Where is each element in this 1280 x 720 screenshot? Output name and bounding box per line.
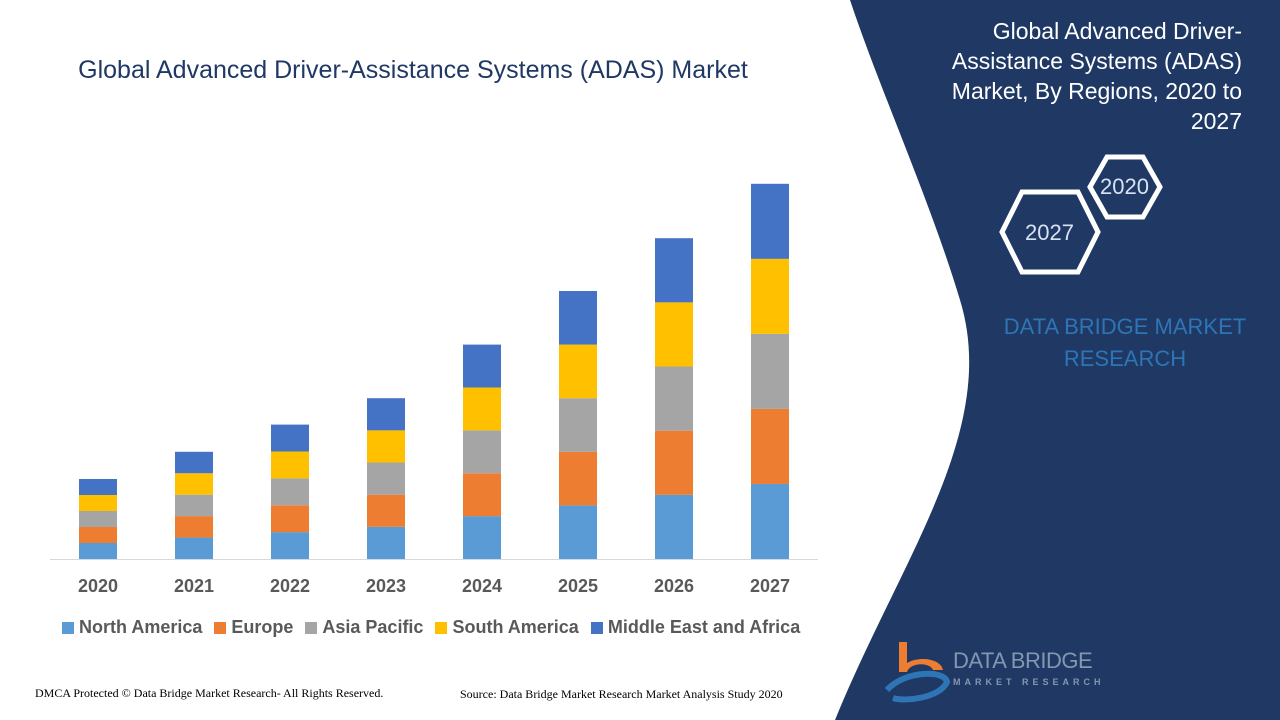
bar-2024-south-america — [463, 387, 501, 431]
legend-item: North America — [62, 617, 202, 638]
legend-label: Europe — [231, 617, 294, 637]
bar-2022-south-america — [271, 451, 309, 479]
legend-item: Asia Pacific — [305, 617, 423, 638]
bar-2020-middle-east-and-africa — [79, 479, 117, 495]
bar-2023-middle-east-and-africa — [367, 398, 405, 431]
logo-sub: MARKET RESEARCH — [953, 677, 1105, 687]
bar-2027-north-america — [751, 483, 789, 559]
bar-2027-asia-pacific — [751, 333, 789, 409]
bar-2024-middle-east-and-africa — [463, 344, 501, 388]
bar-2026-south-america — [655, 302, 693, 367]
bar-2020-asia-pacific — [79, 511, 117, 527]
bar-2027-middle-east-and-africa — [751, 183, 789, 259]
legend-label: Asia Pacific — [322, 617, 424, 637]
bar-2020-europe — [79, 527, 117, 543]
bar-2022-europe — [271, 505, 309, 533]
bar-2024-asia-pacific — [463, 430, 501, 474]
bar-2023-south-america — [367, 430, 405, 463]
legend-swatch — [435, 621, 448, 634]
panel-title: Global Advanced Driver-Assistance System… — [951, 18, 1242, 134]
bar-2024-north-america — [463, 516, 501, 559]
bar-2025-asia-pacific — [559, 398, 597, 452]
stacked-bar-chart: 2020 2021 2022 2023 2024 2025 2026 2027 — [50, 183, 818, 596]
legend-item: Middle East and Africa — [590, 617, 801, 638]
bar-2023-north-america — [367, 526, 405, 559]
copyright-text: DMCA Protected © Data Bridge Market Rese… — [35, 686, 384, 700]
bar-2022-asia-pacific — [271, 478, 309, 506]
data-bridge-logo-icon — [885, 642, 950, 703]
bar-2023-europe — [367, 494, 405, 527]
legend-label: South America — [452, 617, 579, 637]
legend-swatch — [214, 621, 227, 634]
logo-name: DATA BRIDGE — [953, 648, 1093, 673]
bar-2023-asia-pacific — [367, 462, 405, 495]
bar-2024-europe — [463, 473, 501, 517]
x-tick-label: 2021 — [174, 576, 214, 596]
x-tick-label: 2025 — [558, 576, 598, 596]
hexagon-2020 — [1087, 154, 1163, 220]
hex-label-end: 2027 — [1025, 220, 1074, 245]
legend-swatch — [62, 621, 74, 634]
legend-item: South America — [435, 617, 579, 638]
bar-2026-north-america — [655, 494, 693, 559]
bar-2026-europe — [655, 430, 693, 495]
x-tick-label: 2027 — [750, 576, 790, 596]
legend-label: Middle East and Africa — [607, 617, 801, 637]
brand-text: DATA BRIDGE MARKET RESEARCH — [1003, 314, 1247, 371]
x-tick-label: 2020 — [78, 576, 118, 596]
x-tick-label: 2023 — [366, 576, 406, 596]
legend-swatch — [590, 621, 603, 634]
x-tick-label: 2022 — [270, 576, 310, 596]
bar-2026-middle-east-and-africa — [655, 238, 693, 303]
source-text: Source: Data Bridge Market Research Mark… — [460, 687, 783, 701]
bar-2025-middle-east-and-africa — [559, 291, 597, 345]
bar-2022-north-america — [271, 532, 309, 559]
bar-2025-south-america — [559, 344, 597, 399]
bar-2025-europe — [559, 451, 597, 506]
bar-2021-north-america — [175, 537, 213, 559]
legend-label: North America — [79, 617, 203, 637]
x-tick-label: 2026 — [654, 576, 694, 596]
bar-2021-europe — [175, 516, 213, 538]
hexagon-2027 — [999, 189, 1101, 275]
bar-2020-north-america — [79, 543, 117, 559]
bar-2026-asia-pacific — [655, 366, 693, 431]
x-tick-label: 2024 — [462, 576, 502, 596]
chart-title: Global Advanced Driver-Assistance System… — [78, 56, 748, 84]
bar-2021-south-america — [175, 473, 213, 495]
bar-2022-middle-east-and-africa — [271, 424, 309, 452]
bar-2021-asia-pacific — [175, 494, 213, 517]
bar-2027-europe — [751, 408, 789, 484]
legend: North America Europe Asia Pacific South Ame… — [62, 617, 800, 638]
legend-item: Europe — [214, 617, 293, 638]
bar-2025-north-america — [559, 505, 597, 559]
bar-2020-south-america — [79, 495, 117, 511]
bar-2021-middle-east-and-africa — [175, 451, 213, 474]
hex-label-start: 2020 — [1100, 174, 1149, 199]
bar-2027-south-america — [751, 258, 789, 334]
legend-swatch — [305, 621, 318, 634]
